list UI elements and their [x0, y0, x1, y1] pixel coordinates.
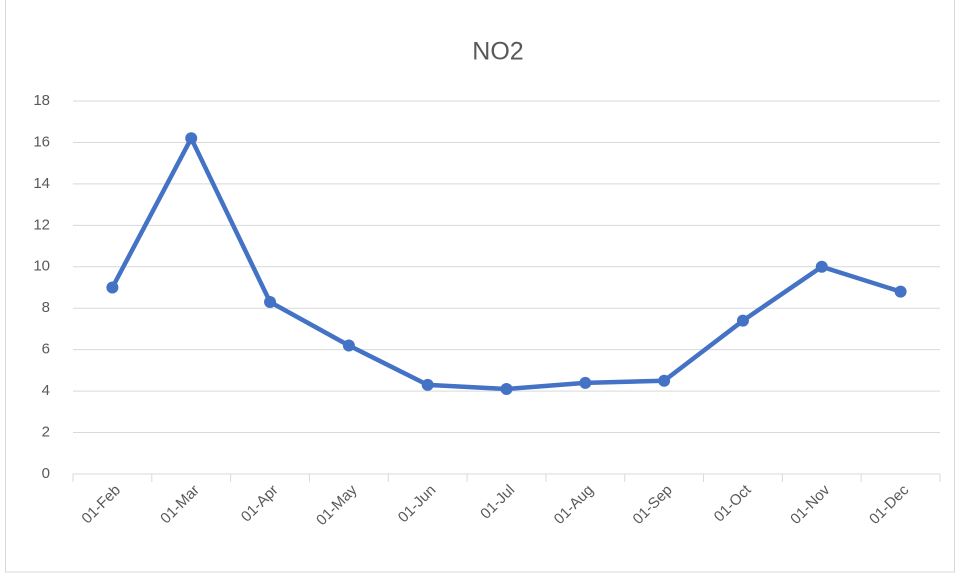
data-point	[579, 376, 592, 389]
data-point	[736, 314, 749, 327]
data-point	[894, 285, 907, 298]
data-point	[106, 281, 119, 294]
y-tick-label: 16	[33, 133, 50, 150]
data-point	[815, 260, 828, 273]
data-point	[185, 132, 198, 145]
data-point	[658, 374, 671, 387]
data-point	[342, 339, 355, 352]
chart-title: NO2	[472, 38, 523, 66]
y-tick-label: 12	[33, 216, 50, 233]
y-tick-label: 14	[33, 175, 50, 192]
y-tick-label: 4	[42, 382, 50, 399]
y-tick-label: 0	[42, 465, 50, 482]
y-tick-label: 6	[42, 341, 50, 358]
data-point	[264, 296, 277, 309]
y-tick-label: 18	[33, 92, 50, 109]
data-point	[500, 383, 513, 396]
data-point	[421, 378, 434, 391]
y-tick-label: 8	[42, 299, 50, 316]
chart-border	[5, 0, 955, 573]
y-tick-label: 2	[42, 424, 50, 441]
y-tick-label: 10	[33, 258, 50, 275]
